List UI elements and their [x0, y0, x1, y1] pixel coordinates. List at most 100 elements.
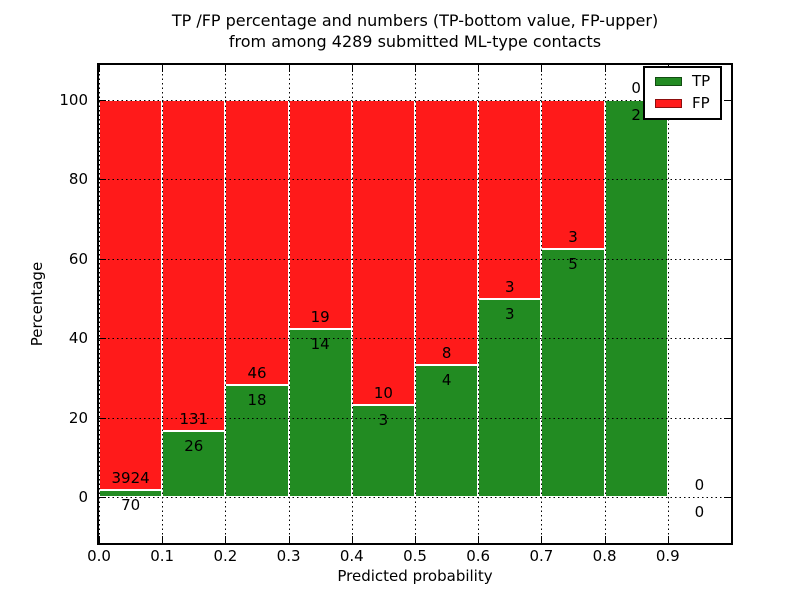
bar-segment-fp-bin0 — [99, 100, 163, 491]
annotation-fp-count-bin3: 19 — [310, 307, 330, 326]
bar-segment-tp-bin6 — [478, 298, 542, 497]
tick-bottom-0.2 — [225, 536, 227, 543]
gridline-x-0.8 — [604, 65, 606, 543]
tick-bottom-0.3 — [288, 536, 290, 543]
annotation-tp-count-bin4: 3 — [378, 411, 389, 430]
tick-top-0.4 — [351, 65, 353, 72]
x-axis-label: Predicted probability — [337, 567, 493, 585]
gridline-x-0.5 — [415, 65, 416, 543]
tick-bottom-0.4 — [351, 536, 353, 543]
gridline-x-0.2 — [225, 65, 227, 543]
bar-segment-tp-bin8 — [604, 100, 668, 497]
tick-top-0.0 — [99, 65, 100, 72]
tick-top-0.6 — [478, 65, 480, 72]
x-tick-label-0.6: 0.6 — [466, 547, 491, 565]
gridline-y-20 — [99, 417, 731, 419]
gridline-y-0 — [99, 497, 731, 498]
x-tick-label-0.9: 0.9 — [655, 547, 680, 565]
annotation-tp-count-bin1: 26 — [184, 437, 204, 456]
gridline-y-60 — [99, 258, 731, 260]
y-tick-label-0: 0 — [78, 488, 88, 506]
gridline-x-0.4 — [351, 65, 353, 543]
gridline-x-0.9 — [667, 65, 669, 543]
legend-label-fp: FP — [692, 94, 710, 112]
annotation-tp-count-bin6: 3 — [505, 304, 515, 323]
tick-left-40 — [99, 338, 106, 340]
tick-bottom-0.6 — [478, 536, 480, 543]
tick-left-20 — [99, 417, 106, 419]
tick-right-0 — [724, 497, 731, 498]
gridline-y-80 — [99, 179, 731, 181]
tick-top-0.5 — [415, 65, 416, 72]
bar-segment-fp-bin1 — [162, 100, 226, 432]
chart-title: TP /FP percentage and numbers (TP-bottom… — [97, 10, 733, 52]
tick-left-100 — [99, 100, 106, 101]
annotation-fp-count-bin0: 3924 — [111, 469, 150, 488]
y-tick-label-20: 20 — [68, 408, 88, 427]
tick-top-0.1 — [162, 65, 164, 72]
chart-title-line1: TP /FP percentage and numbers (TP-bottom… — [171, 11, 659, 30]
annotation-tp-count-bin0: 70 — [121, 496, 141, 515]
tick-right-100 — [724, 100, 731, 101]
gridline-x-0.0 — [99, 65, 100, 543]
bar-segment-fp-bin2 — [225, 100, 289, 386]
y-tick-label-80: 80 — [68, 170, 88, 189]
tick-bottom-0.5 — [415, 536, 416, 543]
legend-label-tp: TP — [692, 72, 711, 90]
chart-title-line2: from among 4289 submitted ML-type contac… — [228, 32, 602, 51]
legend-entry-fp: FP — [655, 96, 710, 111]
bar-segment-tp-bin1 — [162, 431, 226, 497]
legend-entry-tp: TP — [655, 74, 710, 89]
tick-bottom-0.1 — [162, 536, 164, 543]
x-tick-label-0.4: 0.4 — [339, 547, 364, 565]
tick-bottom-0.0 — [99, 536, 100, 543]
gridline-x-0.1 — [162, 65, 164, 543]
bar-segment-fp-bin7 — [541, 100, 605, 249]
bar-segment-tp-bin7 — [541, 248, 605, 497]
y-tick-label-100: 100 — [59, 91, 88, 109]
annotation-tp-count-bin3: 14 — [310, 334, 330, 353]
x-tick-label-0.7: 0.7 — [529, 547, 554, 565]
tick-top-0.3 — [288, 65, 290, 72]
annotation-fp-count-bin8: 0 — [631, 79, 641, 97]
tick-left-60 — [99, 258, 106, 260]
tick-left-80 — [99, 179, 106, 181]
gridline-x-0.6 — [478, 65, 480, 543]
gridline-y-40 — [99, 338, 731, 340]
tick-right-60 — [724, 258, 731, 260]
annotation-fp-count-bin5: 8 — [441, 343, 452, 362]
tick-bottom-0.9 — [667, 536, 669, 543]
annotation-fp-count-bin6: 3 — [505, 277, 515, 296]
y-axis-label: Percentage — [28, 261, 46, 347]
tick-right-20 — [724, 417, 731, 419]
annotation-fp-count-bin9: 0 — [694, 476, 705, 494]
tick-top-0.7 — [541, 65, 543, 72]
gridline-x-0.3 — [288, 65, 290, 543]
x-tick-label-0.8: 0.8 — [592, 547, 617, 565]
annotation-fp-count-bin7: 3 — [568, 227, 578, 246]
bar-segment-fp-bin5 — [415, 100, 479, 365]
tick-right-40 — [724, 338, 731, 340]
annotation-fp-count-bin4: 10 — [373, 384, 393, 403]
tick-top-0.2 — [225, 65, 227, 72]
x-tick-label-0.1: 0.1 — [150, 547, 175, 565]
tick-right-80 — [724, 179, 731, 181]
bar-segment-tp-bin4 — [351, 405, 415, 497]
tick-top-0.8 — [604, 65, 606, 72]
bar-segment-tp-bin5 — [415, 364, 479, 497]
gridline-y-100 — [99, 100, 731, 101]
annotation-tp-count-bin7: 5 — [568, 254, 578, 273]
gridline-x-0.7 — [541, 65, 543, 543]
tick-left-0 — [99, 497, 106, 498]
bar-segment-fp-bin4 — [351, 100, 415, 406]
x-tick-label-0.3: 0.3 — [276, 547, 301, 565]
x-tick-label-0.2: 0.2 — [213, 547, 238, 565]
y-tick-label-60: 60 — [68, 249, 88, 268]
tick-bottom-0.7 — [541, 536, 543, 543]
bar-segment-fp-bin3 — [288, 100, 352, 329]
annotation-fp-count-bin2: 46 — [247, 364, 267, 383]
annotation-tp-count-bin9: 0 — [694, 503, 705, 521]
y-tick-label-40: 40 — [68, 329, 88, 348]
x-tick-label-0.5: 0.5 — [403, 547, 427, 565]
